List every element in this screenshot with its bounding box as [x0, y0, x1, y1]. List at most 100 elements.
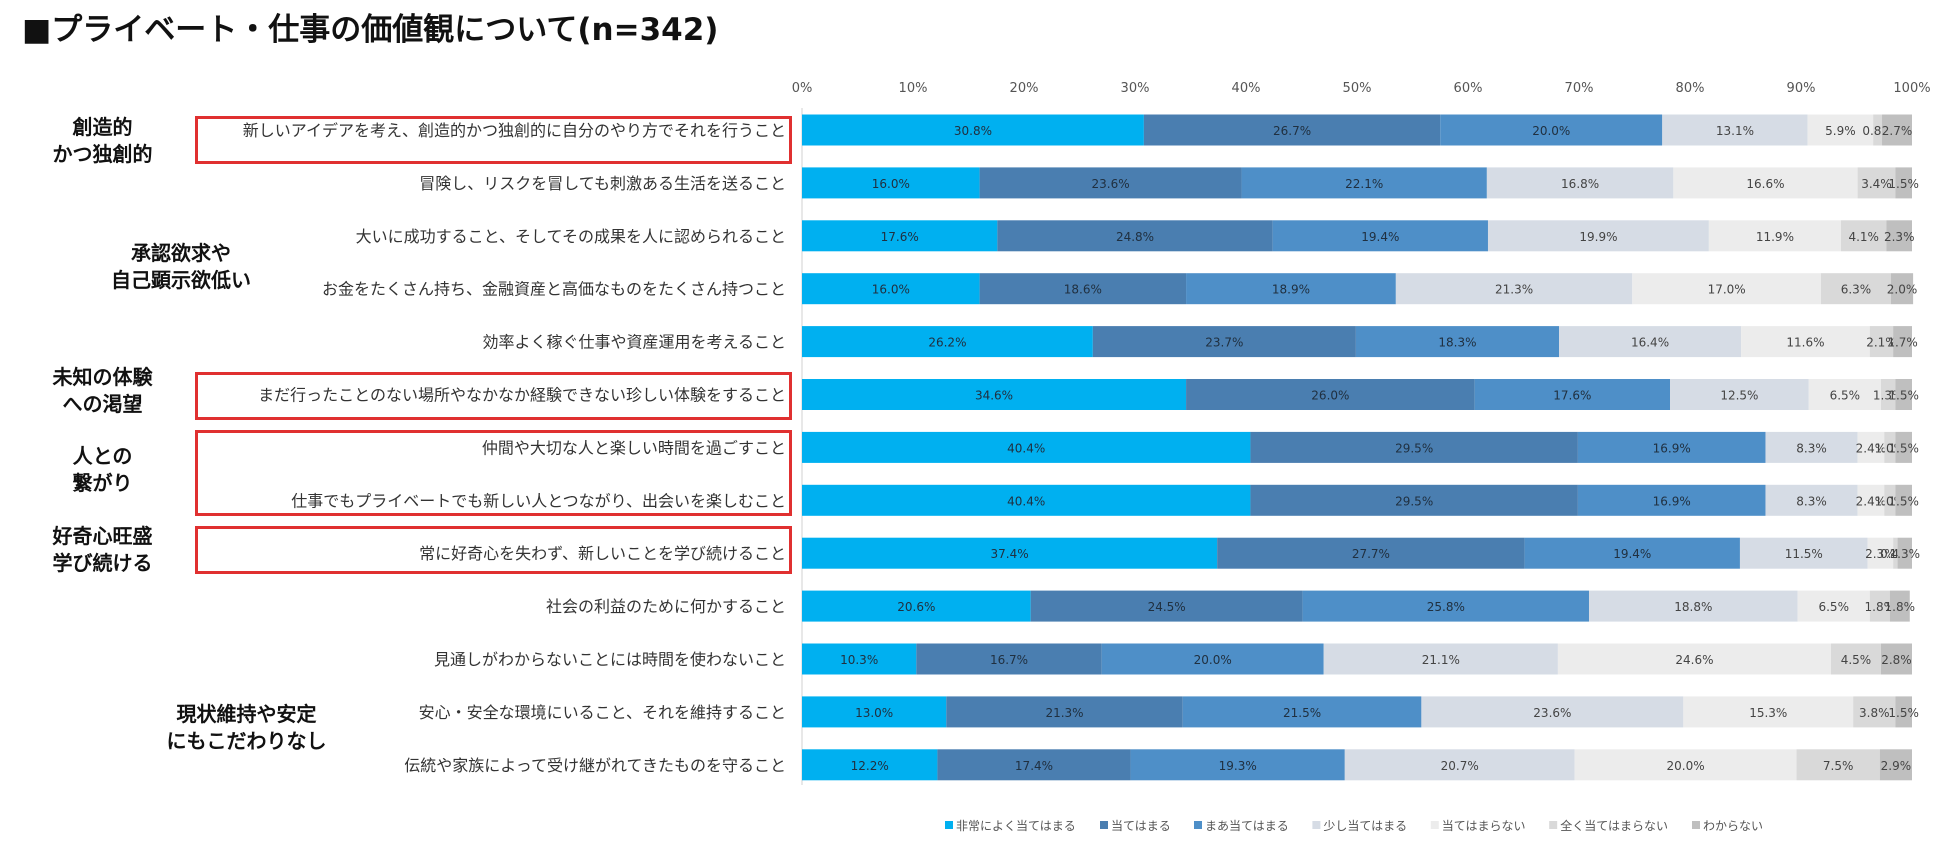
- bar-segment: [997, 220, 1273, 252]
- bar-segment: [1808, 379, 1881, 410]
- bar-segment: [1577, 484, 1766, 516]
- data-label: 20.0%: [1532, 124, 1570, 138]
- category-label: 新しいアイデアを考え、創造的かつ独創的に自分のやり方でそれを行うこと: [243, 121, 786, 140]
- x-tick-label: 30%: [1121, 81, 1150, 96]
- bar-segment: [1708, 220, 1841, 252]
- bar-segment: [1890, 273, 1914, 305]
- bar-segment: [937, 749, 1131, 781]
- data-label: 15.3%: [1749, 706, 1787, 720]
- x-tick-label: 60%: [1454, 81, 1483, 96]
- data-label: 40.4%: [1007, 494, 1045, 508]
- data-label: 27.7%: [1352, 547, 1390, 561]
- bar-segment: [802, 379, 1187, 410]
- data-label: 11.6%: [1786, 336, 1824, 350]
- data-label: 16.9%: [1653, 494, 1691, 508]
- group-label-approval-desire: 承認欲求や 自己顕示欲低い: [111, 240, 251, 292]
- data-label: 23.6%: [1533, 706, 1571, 720]
- data-label: 37.4%: [991, 547, 1029, 561]
- page-title: ■プライベート・仕事の価値観について(n=342): [22, 12, 719, 48]
- data-label: 17.6%: [1553, 389, 1591, 403]
- bar-segment: [802, 431, 1251, 463]
- data-label: 18.6%: [1064, 283, 1102, 297]
- data-label: 1.5%: [1888, 441, 1919, 455]
- data-label: 26.7%: [1273, 124, 1311, 138]
- data-label: 20.0%: [1194, 653, 1232, 667]
- data-label: 19.9%: [1579, 230, 1617, 244]
- data-label: 6.3%: [1841, 283, 1872, 297]
- data-label: 24.8%: [1116, 230, 1154, 244]
- bar-segment: [1632, 273, 1821, 305]
- group-label-connection: 人との 繋がり: [72, 443, 133, 495]
- legend-label: わからない: [1703, 819, 1763, 833]
- data-label: 20.7%: [1441, 759, 1479, 773]
- bar-segment: [1673, 167, 1858, 199]
- data-label: 16.8%: [1561, 177, 1599, 191]
- data-label: 6.5%: [1818, 600, 1849, 614]
- bar-segment: [1884, 484, 1896, 516]
- data-label: 12.5%: [1720, 389, 1758, 403]
- bar-segment: [979, 167, 1242, 199]
- bar-segment: [1486, 167, 1674, 199]
- data-label: 13.0%: [855, 706, 893, 720]
- data-label: 17.4%: [1015, 759, 1053, 773]
- bar-segment: [1241, 167, 1487, 199]
- bar-segment: [1869, 590, 1890, 622]
- bar-segment: [1857, 431, 1885, 463]
- group-label-stability: 現状維持や安定 にもこだわりなし: [166, 701, 327, 753]
- data-label: 6.5%: [1830, 389, 1861, 403]
- data-label: 2.1%: [1866, 336, 1897, 350]
- bar-segment: [1217, 537, 1525, 569]
- data-label: 29.5%: [1395, 441, 1433, 455]
- data-label: 8.3%: [1796, 494, 1827, 508]
- data-label: 23.7%: [1205, 336, 1243, 350]
- bar-segment: [1395, 273, 1633, 305]
- x-tick-label: 20%: [1010, 81, 1039, 96]
- data-label: 1.8%: [1885, 600, 1916, 614]
- bar-segment: [1895, 167, 1912, 199]
- legend-label: 全く当てはまらない: [1560, 818, 1668, 833]
- data-label: 26.0%: [1311, 389, 1349, 403]
- data-label: 29.5%: [1395, 494, 1433, 508]
- data-label: 21.1%: [1422, 653, 1460, 667]
- data-label: 19.4%: [1361, 230, 1399, 244]
- bar-segment: [802, 749, 938, 781]
- data-label: 3.4%: [1861, 177, 1892, 191]
- bar-segment: [1250, 431, 1578, 463]
- category-label: 伝統や家族によって受け継がれてきたものを守ること: [404, 756, 786, 775]
- data-label: 24.6%: [1675, 653, 1713, 667]
- data-label: 2.4%: [1856, 494, 1887, 508]
- bar-segment: [802, 643, 917, 675]
- category-label: 仲間や大切な人と楽しい時間を過ごすこと: [482, 438, 786, 457]
- highlight-box-curiosity: [195, 526, 792, 574]
- bar-segment: [1557, 643, 1831, 675]
- legend-swatch: [1194, 821, 1202, 829]
- bar-segment: [1796, 749, 1880, 781]
- data-label: 1.5%: [1888, 706, 1919, 720]
- bar-segment: [1588, 590, 1798, 622]
- bar-segment: [1857, 484, 1885, 516]
- data-label: 18.3%: [1438, 336, 1476, 350]
- bar-segment: [802, 326, 1093, 358]
- data-label: 2.0%: [1887, 283, 1918, 297]
- group-label-curiosity: 好奇心旺盛 学び続ける: [52, 523, 153, 575]
- bar-segment: [1092, 326, 1356, 358]
- bar-segment: [1857, 167, 1896, 199]
- bar-segment: [1807, 114, 1874, 146]
- legend-swatch: [1312, 821, 1321, 829]
- bar-segment: [1880, 379, 1896, 410]
- data-label: 2.3%: [1884, 230, 1915, 244]
- bar-segment: [1577, 431, 1766, 463]
- bar-segment: [1323, 643, 1558, 675]
- data-label: 1.8%: [1865, 600, 1896, 614]
- bar-segment: [1559, 326, 1742, 358]
- bar-segment: [1739, 537, 1868, 569]
- bar-segment: [1143, 114, 1441, 146]
- data-label: 7.5%: [1823, 759, 1854, 773]
- data-label: 23.6%: [1092, 177, 1130, 191]
- bar-segment: [1820, 273, 1891, 305]
- category-label: 大いに成功すること、そしてその成果を人に認められること: [356, 227, 786, 246]
- bar-segment: [1524, 537, 1740, 569]
- data-label: 2.3%: [1865, 547, 1896, 561]
- bar-segment: [802, 484, 1251, 516]
- category-label: お金をたくさん持ち、金融資産と高価なものをたくさん持つこと: [322, 280, 786, 299]
